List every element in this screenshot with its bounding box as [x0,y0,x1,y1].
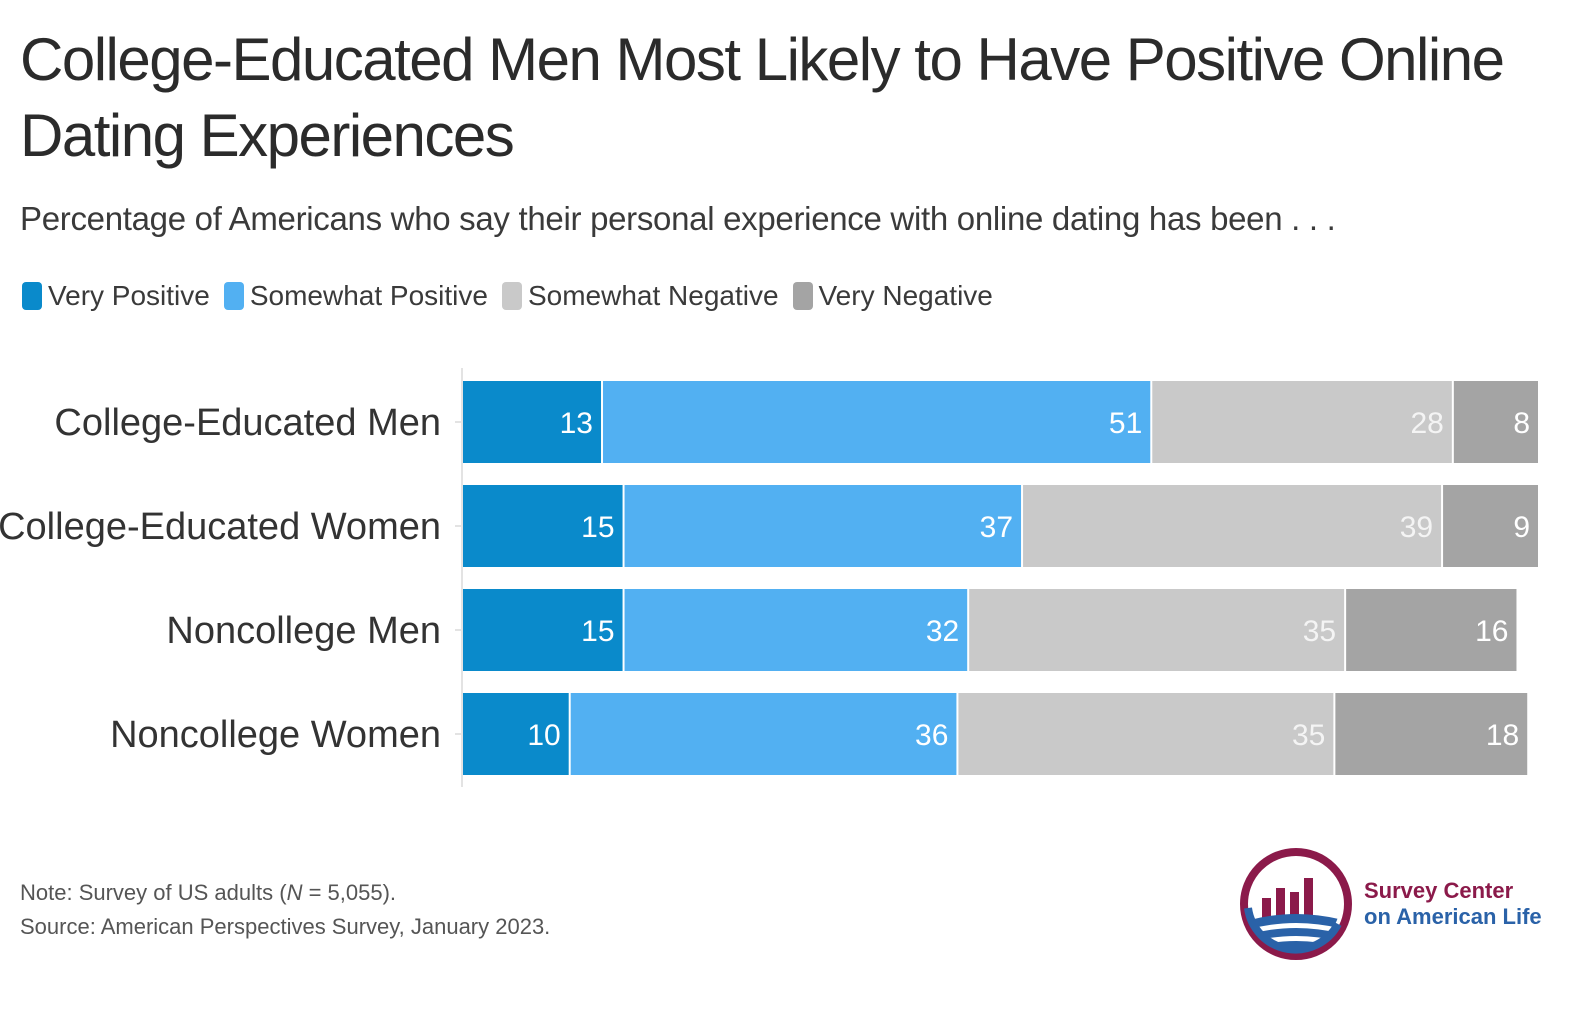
logo-line2: on American Life [1364,904,1542,929]
data-label: 15 [581,511,614,544]
data-label: 28 [1410,407,1443,440]
chart-subtitle: Percentage of Americans who say their pe… [20,200,1336,237]
bar-segment-somewhat-negative [958,693,1334,775]
legend-item-somewhat-negative: Somewhat Negative [501,280,779,312]
bar-segment-somewhat-negative [1152,381,1452,463]
data-label: 10 [527,719,560,752]
note-prefix: Note: Survey of US adults ( [20,880,287,905]
category-label: Noncollege Women [110,714,441,756]
bar-segment-very-positive [463,693,569,775]
data-label: 18 [1486,719,1519,752]
bar-segment-very-negative [1443,485,1538,567]
bar-segment-very-negative [1346,589,1517,671]
legend: Very Positive Somewhat Positive Somewhat… [22,280,1007,312]
data-label: 35 [1303,615,1336,648]
data-label: 36 [915,719,948,752]
data-label: 37 [980,511,1013,544]
legend-label: Very Positive [48,280,210,311]
chart-footnote: Note: Survey of US adults (N = 5,055). S… [20,876,550,944]
bar-segment-very-positive [463,485,623,567]
category-label: College-Educated Women [0,506,441,548]
category-label: College-Educated Men [54,402,441,444]
chart-title: College-Educated Men Most Likely to Have… [20,26,1505,169]
legend-label: Somewhat Negative [527,280,779,311]
bar-segment-somewhat-positive [603,381,1151,463]
data-label: 9 [1513,511,1530,544]
survey-center-logo: Survey Center on American Life [1238,848,1542,960]
logo-wordmark: Survey Center on American Life [1364,878,1542,930]
data-label: 32 [926,615,959,648]
legend-swatch [22,282,42,310]
bar-segment-very-negative [1335,693,1528,775]
bar-segment-very-positive [463,589,623,671]
data-label: 39 [1400,511,1433,544]
bar-segment-somewhat-positive [570,693,957,775]
data-label: 8 [1513,407,1530,440]
legend-label: Very Negative [818,280,993,311]
note-line: Note: Survey of US adults (N = 5,055). [20,876,550,910]
legend-swatch [792,282,813,310]
bar-segment-very-negative [1453,381,1538,463]
note-suffix: = 5,055). [302,880,397,905]
legend-label: Somewhat Positive [249,280,488,311]
bar-segment-somewhat-positive [624,485,1022,567]
bar-segment-somewhat-negative [1023,485,1442,567]
legend-item-very-negative: Very Negative [792,280,993,312]
legend-item-somewhat-positive: Somewhat Positive [223,280,488,312]
logo-line1: Survey Center [1364,878,1514,903]
logo-emblem-icon [1240,848,1352,960]
stacked-bar-chart: College-Educated Men 13 51 28 8 College-Educa… [0,368,1538,787]
category-label: Noncollege Men [166,610,441,652]
data-label: 15 [581,615,614,648]
data-label: 13 [560,407,593,440]
legend-item-very-positive: Very Positive [22,280,210,312]
note-n: N [286,880,303,905]
bar-segment-very-positive [463,381,602,463]
data-label: 35 [1292,719,1325,752]
bar-segment-somewhat-positive [624,589,968,671]
source-line: Source: American Perspectives Survey, Ja… [20,914,551,939]
legend-swatch [223,282,244,310]
data-label: 51 [1109,407,1142,440]
data-label: 16 [1475,615,1508,648]
bar-segment-somewhat-negative [969,589,1345,671]
legend-swatch [501,282,522,310]
